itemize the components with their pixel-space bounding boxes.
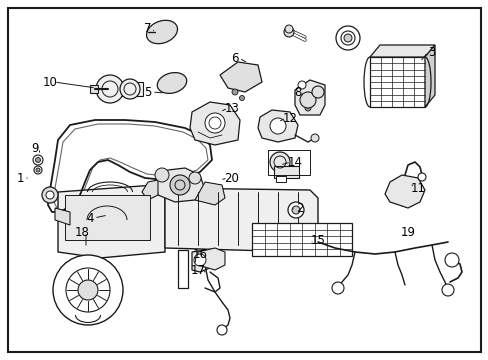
Circle shape <box>444 253 458 267</box>
Circle shape <box>53 255 123 325</box>
Circle shape <box>343 34 351 42</box>
Circle shape <box>231 89 238 95</box>
Text: 7: 7 <box>144 22 151 35</box>
Circle shape <box>269 152 289 172</box>
Circle shape <box>335 26 359 50</box>
Circle shape <box>96 75 124 103</box>
Circle shape <box>310 134 318 142</box>
Polygon shape <box>195 182 224 205</box>
Bar <box>178 250 187 288</box>
Circle shape <box>331 282 343 294</box>
Text: 11: 11 <box>409 181 425 194</box>
Circle shape <box>417 173 425 181</box>
Circle shape <box>46 191 54 199</box>
Bar <box>108 82 142 96</box>
Bar <box>90 85 98 93</box>
Circle shape <box>287 202 304 218</box>
Text: 12: 12 <box>282 112 297 125</box>
Text: 3: 3 <box>427 45 435 59</box>
Circle shape <box>441 284 453 296</box>
Polygon shape <box>424 45 434 107</box>
Circle shape <box>189 172 201 184</box>
Text: 5: 5 <box>144 86 151 99</box>
Polygon shape <box>192 250 212 272</box>
Text: 6: 6 <box>231 51 238 64</box>
Text: 15: 15 <box>310 234 325 247</box>
Circle shape <box>284 27 293 37</box>
Circle shape <box>269 118 285 134</box>
Circle shape <box>170 175 190 195</box>
Polygon shape <box>384 175 424 208</box>
Text: 2: 2 <box>296 202 303 215</box>
Circle shape <box>204 113 224 133</box>
Circle shape <box>78 280 98 300</box>
Polygon shape <box>294 80 325 115</box>
Circle shape <box>33 155 43 165</box>
Circle shape <box>305 105 310 111</box>
Text: 18: 18 <box>74 225 89 239</box>
Text: 9: 9 <box>31 141 39 154</box>
Bar <box>369 57 424 107</box>
Circle shape <box>120 79 140 99</box>
Polygon shape <box>55 208 70 225</box>
Bar <box>65 195 150 240</box>
Polygon shape <box>190 102 240 145</box>
Bar <box>251 223 351 256</box>
Text: 20: 20 <box>224 171 239 185</box>
Circle shape <box>155 168 169 182</box>
Circle shape <box>299 92 315 108</box>
Polygon shape <box>142 180 158 200</box>
Polygon shape <box>220 62 262 92</box>
Bar <box>273 166 298 178</box>
Polygon shape <box>164 188 317 252</box>
Polygon shape <box>258 110 297 142</box>
Circle shape <box>311 86 324 98</box>
Circle shape <box>217 325 226 335</box>
Text: 19: 19 <box>400 225 415 239</box>
Circle shape <box>291 206 299 214</box>
Circle shape <box>194 254 205 266</box>
Polygon shape <box>155 168 204 202</box>
Polygon shape <box>58 185 164 258</box>
Text: 16: 16 <box>192 248 207 261</box>
Text: 13: 13 <box>224 102 239 114</box>
Text: 14: 14 <box>287 156 302 168</box>
Polygon shape <box>369 45 434 57</box>
Circle shape <box>36 168 40 172</box>
Polygon shape <box>198 248 224 270</box>
Text: 1: 1 <box>16 171 24 185</box>
Text: 4: 4 <box>86 212 94 225</box>
Circle shape <box>285 25 292 33</box>
Circle shape <box>36 158 41 162</box>
Ellipse shape <box>157 73 186 93</box>
Circle shape <box>42 187 58 203</box>
Circle shape <box>34 166 42 174</box>
Circle shape <box>239 95 244 100</box>
Text: 10: 10 <box>42 76 57 89</box>
Text: 8: 8 <box>294 86 301 99</box>
Text: 17: 17 <box>190 264 205 276</box>
Circle shape <box>297 81 305 89</box>
Ellipse shape <box>146 20 177 44</box>
Bar <box>275 176 285 182</box>
